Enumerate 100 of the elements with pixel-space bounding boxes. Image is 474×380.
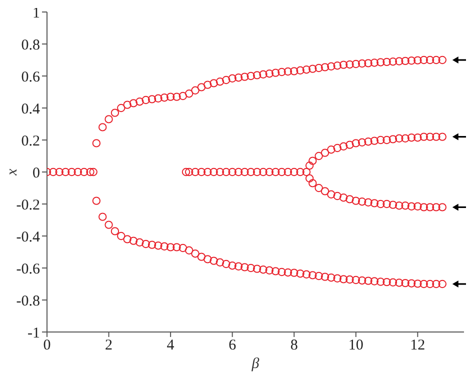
point <box>160 242 168 250</box>
point <box>308 271 317 280</box>
point <box>178 244 188 252</box>
point <box>395 57 404 66</box>
point <box>80 168 88 176</box>
point <box>382 200 391 208</box>
point <box>104 115 113 124</box>
point <box>123 235 132 244</box>
point <box>432 280 440 288</box>
point <box>401 56 410 66</box>
point <box>382 136 391 144</box>
point <box>148 240 156 249</box>
point <box>154 242 162 250</box>
point <box>420 56 428 64</box>
point <box>364 276 372 285</box>
point <box>395 134 404 142</box>
point <box>184 90 194 98</box>
point <box>278 168 286 176</box>
point <box>333 192 342 200</box>
point <box>388 135 398 144</box>
point <box>240 263 249 272</box>
x-tick-label: 4 <box>166 338 175 354</box>
point <box>382 58 391 66</box>
point <box>290 268 298 277</box>
point <box>346 275 354 284</box>
point <box>123 100 132 109</box>
point <box>370 58 379 67</box>
point <box>314 184 323 192</box>
point <box>197 252 206 261</box>
point <box>110 227 120 236</box>
x-axis-title: β <box>250 356 260 372</box>
point <box>382 278 391 286</box>
point <box>352 196 360 205</box>
point <box>228 74 236 82</box>
point <box>407 134 416 142</box>
point <box>358 276 366 285</box>
point <box>136 98 144 106</box>
point <box>308 156 317 165</box>
point <box>320 63 330 72</box>
x-tick-label: 10 <box>348 338 364 354</box>
point <box>252 71 262 80</box>
point <box>178 92 188 100</box>
point <box>438 56 446 64</box>
point <box>284 67 292 76</box>
point <box>197 168 206 176</box>
point <box>339 194 348 202</box>
point <box>401 134 410 142</box>
point <box>407 279 416 288</box>
point <box>308 64 317 73</box>
point <box>333 144 342 152</box>
point <box>259 168 268 176</box>
point <box>302 66 311 74</box>
point <box>438 132 446 141</box>
point <box>414 134 422 142</box>
point <box>216 258 224 266</box>
point <box>228 262 236 270</box>
point <box>234 74 243 82</box>
point <box>61 168 70 176</box>
point <box>252 168 262 176</box>
point <box>414 56 422 64</box>
point <box>426 203 434 212</box>
point <box>358 138 366 146</box>
point <box>432 203 440 212</box>
point <box>339 142 348 150</box>
point <box>234 168 243 176</box>
point <box>284 268 292 277</box>
y-tick-label: 0.2 <box>21 133 40 150</box>
point <box>55 168 64 176</box>
point <box>401 278 410 288</box>
point <box>358 59 366 68</box>
point <box>284 168 292 176</box>
point <box>271 168 280 176</box>
point <box>210 256 218 265</box>
point <box>49 168 58 176</box>
point <box>346 140 354 149</box>
point <box>333 274 342 282</box>
point <box>327 146 336 154</box>
y-tick-label: -0.4 <box>16 229 40 246</box>
point <box>370 199 379 208</box>
point <box>327 62 336 70</box>
point <box>370 136 379 145</box>
point <box>129 236 138 245</box>
point <box>401 202 410 210</box>
point <box>290 67 298 76</box>
point <box>407 202 416 210</box>
point <box>327 274 336 282</box>
point <box>182 168 190 176</box>
point <box>240 168 249 176</box>
point <box>426 132 434 141</box>
point <box>142 96 150 104</box>
point <box>395 202 404 210</box>
point <box>314 64 323 72</box>
point <box>352 276 360 284</box>
point <box>104 220 113 229</box>
point <box>308 179 317 188</box>
point <box>278 268 286 276</box>
x-tick-label: 12 <box>410 338 426 354</box>
point <box>89 168 98 176</box>
y-tick-label: -0.6 <box>16 261 40 278</box>
y-axis-title: x <box>4 168 20 176</box>
